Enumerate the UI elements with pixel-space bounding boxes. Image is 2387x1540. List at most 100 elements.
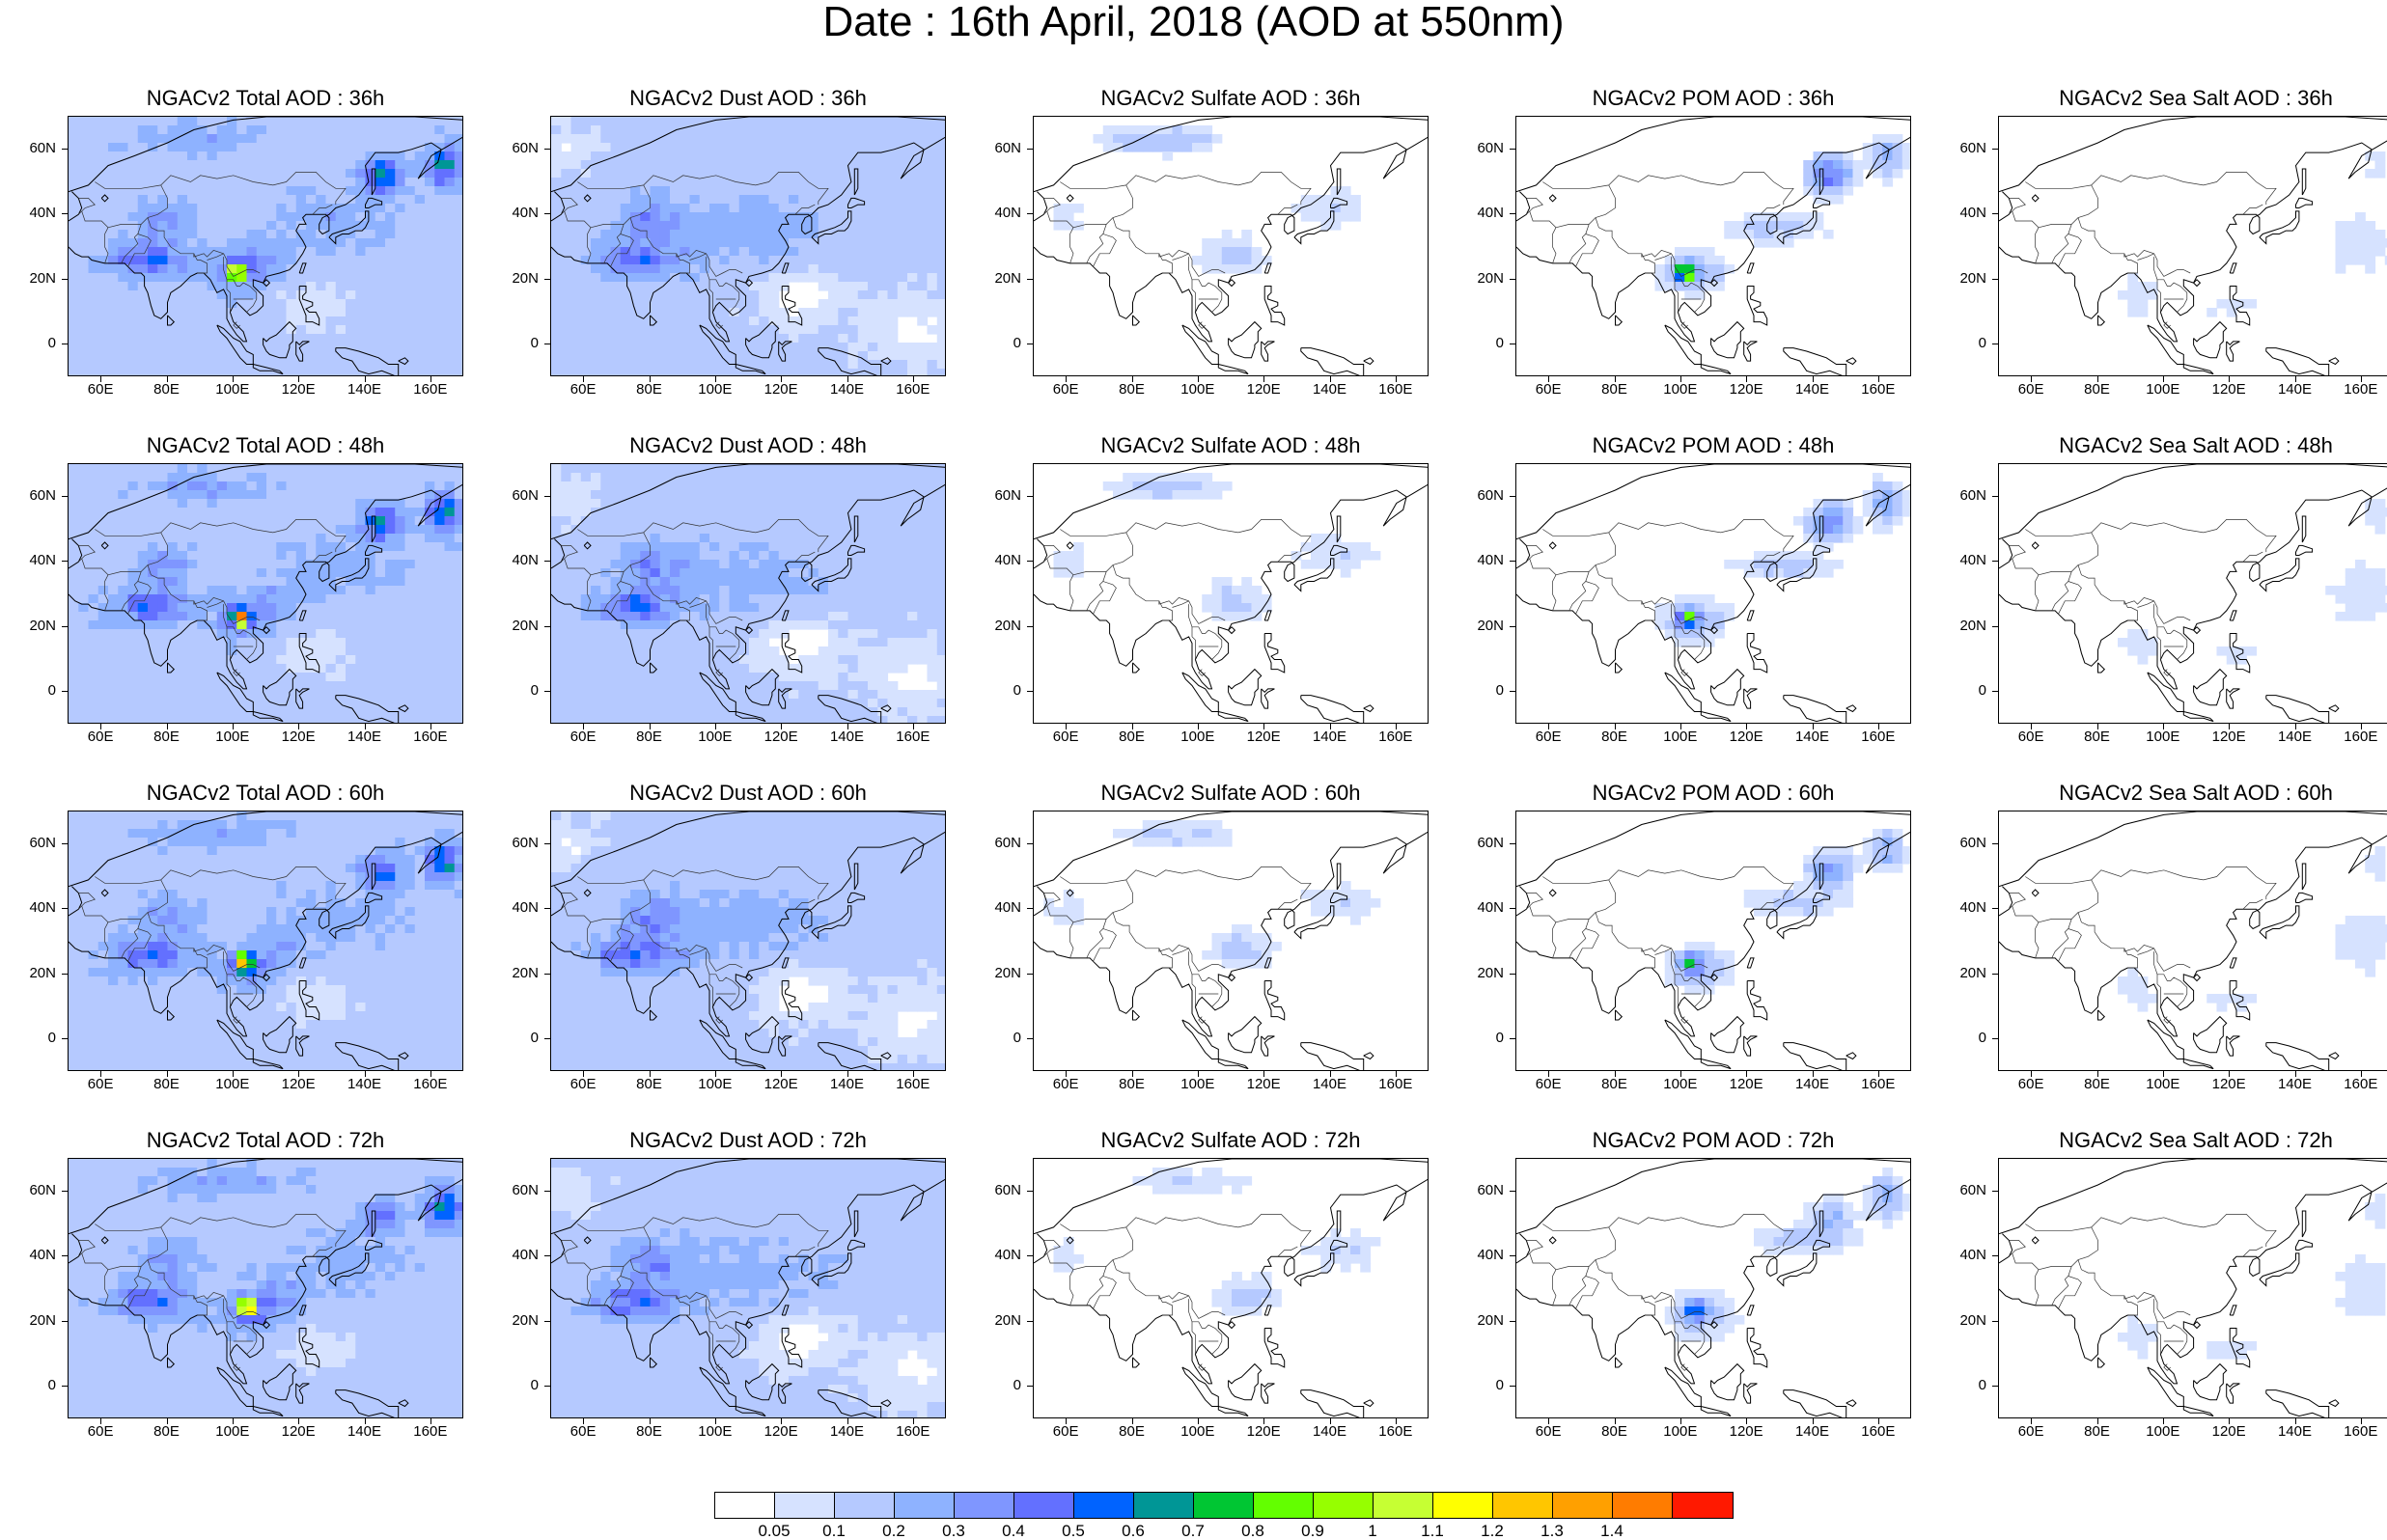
lon-tick-mark — [430, 724, 431, 729]
lon-tick-mark — [100, 724, 102, 729]
lon-tick-mark — [232, 724, 234, 729]
lat-tick-label: 20N — [512, 964, 539, 981]
panel-title: NGACv2 POM AOD : 48h — [1592, 433, 1835, 457]
lat-tick-label: 0 — [47, 682, 56, 700]
lat-tick-mark — [544, 148, 550, 150]
lon-tick-mark — [781, 1418, 783, 1424]
lon-tick-label: 80E — [2084, 729, 2110, 745]
lat-tick-label: 40N — [29, 552, 56, 569]
lon-tick-label: 120E — [2211, 1423, 2246, 1440]
panel-title: NGACv2 Sea Salt AOD : 60h — [2059, 781, 2333, 805]
lat-tick-label: 40N — [994, 1247, 1021, 1264]
lon-tick-label: 100E — [2146, 1076, 2180, 1092]
lat-tick-label: 20N — [994, 269, 1021, 287]
colorbar-swatch — [835, 1493, 895, 1518]
lon-tick-label: 120E — [281, 1076, 316, 1092]
lon-tick-label: 120E — [1729, 381, 1763, 398]
lat-tick-mark — [62, 1190, 68, 1192]
lon-tick-label: 100E — [698, 729, 733, 745]
lat-tick-mark — [1510, 625, 1515, 627]
lat-tick-mark — [1992, 1320, 1998, 1322]
lon-tick-mark — [1877, 724, 1879, 729]
map-panel: NGACv2 Sea Salt AOD : 60h 60N 40N 20N 0 60E 80… — [1950, 782, 2387, 1100]
lat-tick-label: 20N — [994, 617, 1021, 634]
lon-tick-label: 100E — [215, 381, 250, 398]
lon-tick-label: 60E — [1535, 1076, 1562, 1092]
lon-tick-label: 160E — [2344, 1423, 2378, 1440]
lat-tick-mark — [544, 691, 550, 693]
map-panel: NGACv2 POM AOD : 36h 60N 40N 20N 0 60E 80E 100E… — [1467, 87, 1950, 405]
aod-field — [69, 464, 462, 723]
lat-tick-label: 60N — [1477, 139, 1504, 156]
lon-tick-mark — [2096, 724, 2098, 729]
lat-tick-label: 40N — [512, 899, 539, 917]
lat-tick-label: 60N — [994, 1181, 1021, 1198]
lon-tick-label: 140E — [1312, 381, 1347, 398]
lat-tick-mark — [1027, 213, 1033, 215]
lon-tick-mark — [1066, 1418, 1068, 1424]
lon-tick-label: 160E — [1378, 729, 1413, 745]
aod-map — [1516, 811, 1910, 1070]
lon-tick-mark — [912, 376, 914, 382]
aod-field — [551, 117, 945, 375]
colorbar-label: 0.6 — [1122, 1522, 1145, 1540]
figure-title: Date : 16th April, 2018 (AOD at 550nm) — [822, 0, 1565, 45]
lon-tick-mark — [2031, 1071, 2033, 1077]
aod-map — [69, 1159, 462, 1417]
panel-title: NGACv2 Dust AOD : 60h — [629, 781, 867, 805]
colorbar-label: 1.1 — [1421, 1522, 1444, 1540]
lat-tick-mark — [62, 1255, 68, 1257]
lon-tick-mark — [232, 1071, 234, 1077]
lon-tick-label: 60E — [569, 1076, 597, 1092]
lat-tick-mark — [1027, 625, 1033, 627]
map-frame — [550, 1158, 946, 1418]
coastlines — [1034, 811, 1428, 1070]
lon-tick-label: 120E — [763, 381, 798, 398]
lon-tick-mark — [1395, 1418, 1397, 1424]
lon-tick-label: 120E — [281, 1423, 316, 1440]
lon-tick-label: 160E — [896, 381, 930, 398]
lon-tick-mark — [1131, 1071, 1133, 1077]
lat-tick-mark — [1510, 842, 1515, 844]
lat-tick-mark — [1510, 973, 1515, 975]
lon-tick-label: 160E — [896, 1423, 930, 1440]
lat-tick-mark — [1510, 1038, 1515, 1040]
lat-tick-mark — [1992, 842, 1998, 844]
colorbar-swatch — [1314, 1493, 1374, 1518]
lat-tick-mark — [1510, 908, 1515, 910]
lat-tick-label: 20N — [29, 1311, 56, 1329]
colorbar-label: 0.4 — [1002, 1522, 1025, 1540]
lon-tick-mark — [781, 724, 783, 729]
lat-tick-label: 0 — [1495, 335, 1504, 352]
lon-tick-label: 60E — [569, 381, 597, 398]
lon-tick-mark — [847, 1418, 848, 1424]
aod-map — [551, 464, 945, 723]
lon-tick-label: 80E — [2084, 381, 2110, 398]
lat-tick-label: 40N — [1959, 205, 1986, 222]
map-panel: NGACv2 POM AOD : 60h 60N 40N 20N 0 60E 80E 100E… — [1467, 782, 1950, 1100]
lon-tick-label: 160E — [1861, 1076, 1896, 1092]
lat-tick-label: 40N — [512, 205, 539, 222]
lon-tick-mark — [364, 1418, 366, 1424]
lon-tick-label: 80E — [636, 729, 662, 745]
lat-tick-mark — [1027, 691, 1033, 693]
lon-tick-mark — [1066, 724, 1068, 729]
lat-tick-label: 40N — [29, 1247, 56, 1264]
panel-title: NGACv2 Total AOD : 48h — [146, 433, 385, 457]
lat-tick-label: 60N — [1959, 139, 1986, 156]
map-panel: NGACv2 Sea Salt AOD : 72h 60N 40N 20N 0 60E 80… — [1950, 1129, 2387, 1447]
lat-tick-label: 0 — [1495, 1377, 1504, 1394]
lat-tick-label: 60N — [512, 139, 539, 156]
lon-tick-mark — [1679, 1071, 1681, 1077]
lon-tick-label: 120E — [1246, 381, 1281, 398]
lon-tick-label: 80E — [153, 1076, 180, 1092]
lat-tick-mark — [544, 213, 550, 215]
colorbar — [714, 1492, 1734, 1519]
lon-tick-label: 140E — [1794, 729, 1830, 745]
lon-tick-mark — [1548, 1071, 1550, 1077]
lon-tick-mark — [1679, 376, 1681, 382]
lat-tick-label: 20N — [29, 964, 56, 981]
lon-tick-mark — [100, 1418, 102, 1424]
lon-tick-label: 160E — [896, 729, 930, 745]
colorbar-label: 1.4 — [1600, 1522, 1624, 1540]
